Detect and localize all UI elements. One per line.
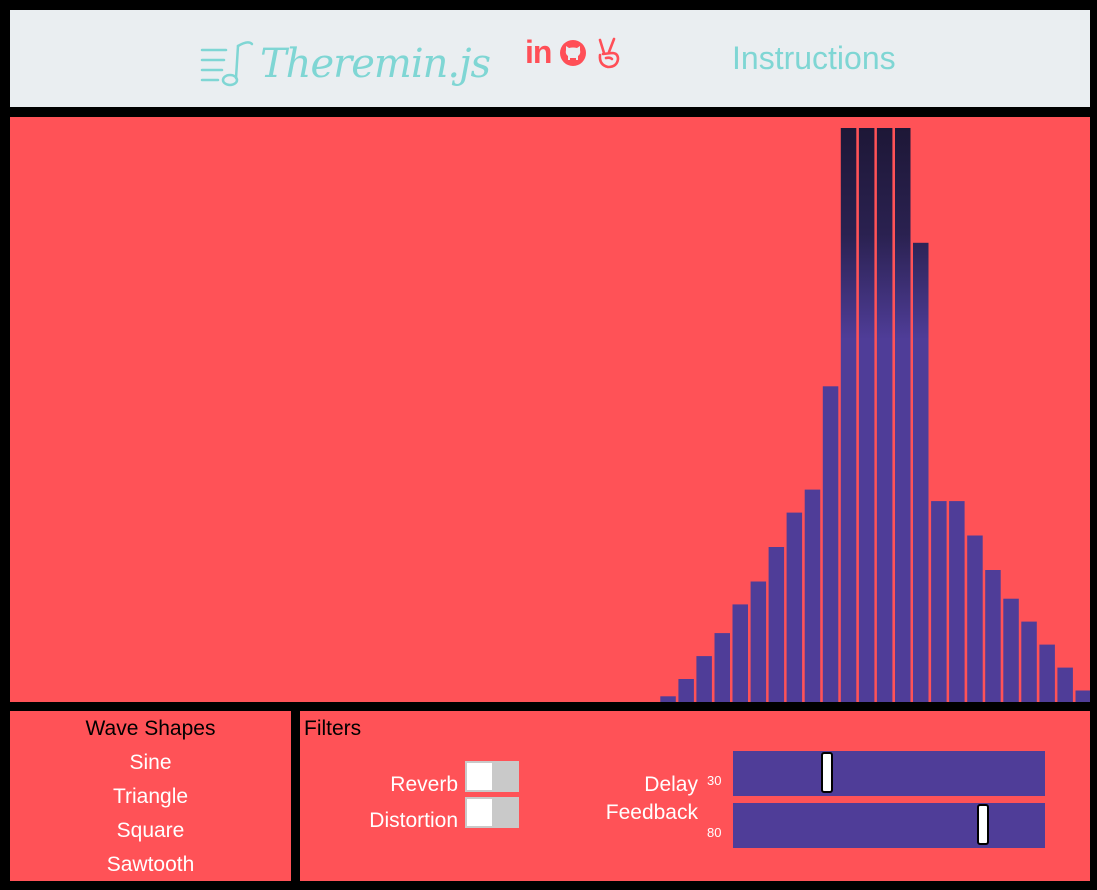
filters-title: Filters	[304, 717, 362, 740]
distortion-label: Distortion	[369, 809, 458, 832]
frequency-bar	[1021, 621, 1037, 702]
linkedin-icon[interactable]: in	[525, 34, 552, 70]
frequency-bar	[1039, 644, 1055, 702]
feedback-slider[interactable]	[733, 803, 1045, 848]
reverb-label: Reverb	[390, 773, 458, 796]
frequency-bar	[660, 696, 676, 702]
header-bar: Theremin.js in Instructions	[10, 10, 1090, 107]
frequency-bar	[786, 512, 803, 702]
frequency-visualizer[interactable]	[10, 117, 1090, 702]
reverb-toggle-knob	[467, 763, 492, 790]
frequency-bar	[895, 128, 911, 702]
frequency-bar	[931, 501, 947, 702]
feedback-slider-handle[interactable]	[976, 804, 989, 845]
frequency-bar	[913, 242, 929, 702]
github-icon[interactable]	[559, 39, 587, 67]
frequency-bar	[696, 656, 712, 702]
wave-shapes-title: Wave Shapes	[85, 717, 216, 740]
frequency-bar	[732, 604, 748, 702]
frequency-bar	[858, 128, 875, 702]
delay-label: Delay	[644, 773, 698, 796]
wave-shapes-panel: Wave Shapes Sine Triangle Square Sawtoot…	[10, 711, 291, 881]
delay-slider-handle[interactable]	[820, 752, 833, 793]
music-note-icon	[200, 41, 254, 87]
frequency-bar	[768, 547, 785, 702]
wave-sine-button[interactable]: Sine	[129, 751, 172, 774]
frequency-bar	[985, 570, 1001, 702]
frequency-bar	[840, 128, 857, 702]
distortion-toggle-knob	[467, 799, 492, 826]
frequency-bar	[714, 633, 730, 702]
logo-text: Theremin.js	[260, 41, 491, 87]
frequency-bar	[876, 128, 893, 702]
frequency-bar	[678, 679, 694, 702]
reverb-toggle[interactable]	[465, 761, 519, 792]
distortion-toggle[interactable]	[465, 797, 519, 828]
frequency-bar	[750, 581, 767, 702]
wave-sawtooth-button[interactable]: Sawtooth	[106, 853, 195, 876]
feedback-label: Feedback	[605, 801, 698, 824]
feedback-value: 80	[707, 825, 722, 840]
delay-slider[interactable]	[733, 751, 1045, 796]
app-logo[interactable]: Theremin.js	[200, 36, 491, 92]
frequency-bar	[1057, 667, 1073, 702]
frequency-bar	[967, 535, 983, 702]
frequency-bar	[804, 489, 821, 702]
frequency-bar	[1075, 690, 1090, 702]
frequency-bars	[660, 128, 1090, 702]
wave-square-button[interactable]: Square	[116, 819, 185, 842]
frequency-bar	[949, 501, 965, 702]
wave-triangle-button[interactable]: Triangle	[112, 785, 189, 808]
peace-icon[interactable]	[595, 37, 623, 69]
filters-panel: Filters Reverb Distortion Delay 30 Feedb…	[300, 711, 1090, 881]
delay-value: 30	[707, 773, 722, 788]
frequency-bar	[1003, 598, 1019, 702]
instructions-link[interactable]: Instructions	[732, 40, 896, 76]
social-links: in	[525, 34, 623, 71]
frequency-bar	[822, 386, 839, 702]
